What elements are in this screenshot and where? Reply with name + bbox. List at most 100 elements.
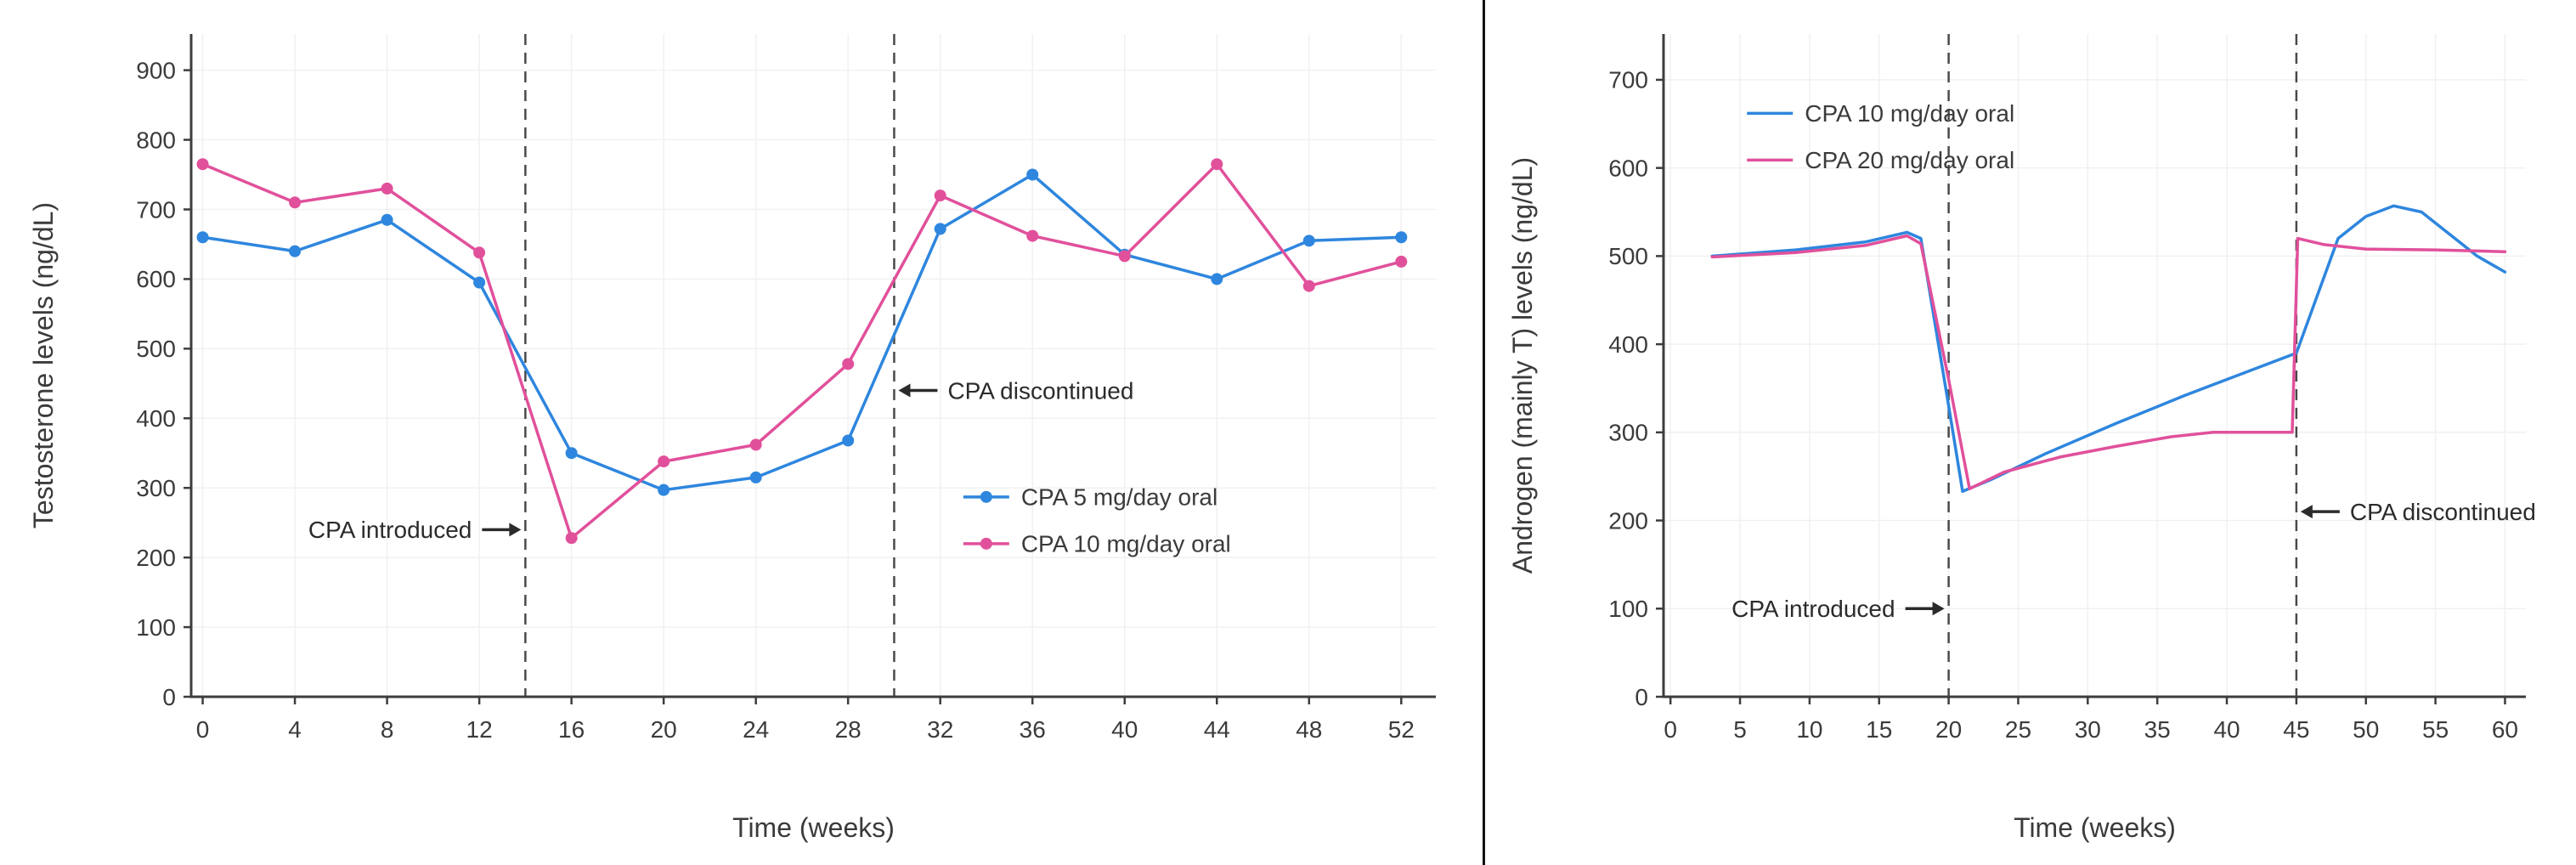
annotation-arrowhead <box>898 383 911 398</box>
series-line-1 <box>1710 234 2507 490</box>
x-tick-label: 32 <box>927 716 953 743</box>
series-line-0 <box>1710 204 2507 494</box>
y-tick-label: 200 <box>1608 507 1648 534</box>
annotation-arrowhead <box>1932 602 1945 616</box>
y-axis-title: Testosterone levels (ng/dL) <box>28 202 59 529</box>
y-tick-label: 400 <box>136 405 176 432</box>
data-point <box>1395 231 1408 244</box>
data-point <box>934 223 946 235</box>
x-tick-label: 5 <box>1733 716 1747 743</box>
data-point <box>749 438 762 451</box>
x-tick-label: 0 <box>196 716 210 743</box>
x-tick-label: 24 <box>743 716 769 743</box>
data-point <box>473 276 486 289</box>
y-tick-label: 300 <box>136 475 176 501</box>
y-tick-label: 100 <box>1608 596 1648 622</box>
x-tick-label: 30 <box>2075 716 2101 743</box>
data-point <box>381 182 393 195</box>
x-tick-label: 55 <box>2422 716 2449 743</box>
series-line-0 <box>201 172 1404 492</box>
data-point <box>473 246 486 259</box>
y-tick-label: 800 <box>136 127 176 153</box>
x-tick-label: 10 <box>1796 716 1822 743</box>
data-point <box>565 447 578 460</box>
y-tick-label: 100 <box>136 614 176 641</box>
data-point <box>196 231 209 244</box>
annotation-text: CPA discontinued <box>947 377 1133 404</box>
data-point <box>658 483 670 496</box>
data-point <box>196 158 209 171</box>
x-tick-label: 45 <box>2283 716 2309 743</box>
testosterone-chart: 0 4 8 12 16 20 24 28 32 36 40 44 48 52010020030040050… <box>28 34 1436 843</box>
x-tick-label: 15 <box>1866 716 1892 743</box>
y-tick-label: 0 <box>162 684 176 710</box>
y-tick-label: 0 <box>1635 684 1648 710</box>
legend-swatch-marker <box>980 490 992 503</box>
data-point <box>1118 250 1131 263</box>
data-point <box>1302 280 1315 292</box>
x-tick-label: 8 <box>381 716 394 743</box>
x-axis-title: Time (weeks) <box>2014 812 2176 843</box>
x-tick-label: 40 <box>1111 716 1138 743</box>
annotation-arrowhead <box>2300 505 2313 519</box>
legend-label: CPA 5 mg/day oral <box>1021 484 1217 511</box>
y-tick-label: 700 <box>136 196 176 223</box>
y-axis-title: Androgen (mainly T) levels (ng/dL) <box>1507 157 1538 574</box>
y-tick-label: 400 <box>1608 331 1648 358</box>
data-point <box>565 532 578 545</box>
data-point <box>1395 255 1408 268</box>
y-tick-label: 300 <box>1608 420 1648 446</box>
annotation-text: CPA introduced <box>308 517 472 543</box>
series-line-1 <box>201 162 1404 540</box>
x-tick-label: 4 <box>288 716 302 743</box>
legend-swatch-marker <box>980 537 992 550</box>
x-tick-label: 12 <box>466 716 493 743</box>
legend-label: CPA 10 mg/day oral <box>1805 100 2014 127</box>
y-tick-label: 500 <box>136 336 176 362</box>
x-tick-label: 36 <box>1020 716 1046 743</box>
y-tick-label: 700 <box>1608 67 1648 93</box>
x-tick-label: 0 <box>1664 716 1677 743</box>
x-tick-label: 16 <box>558 716 585 743</box>
data-point <box>1211 158 1223 171</box>
x-tick-label: 52 <box>1388 716 1415 743</box>
y-tick-label: 600 <box>136 266 176 292</box>
data-point <box>842 434 855 447</box>
data-point <box>842 358 855 370</box>
x-tick-label: 40 <box>2213 716 2240 743</box>
data-point <box>289 196 302 209</box>
x-tick-label: 50 <box>2353 716 2379 743</box>
annotation-arrowhead <box>509 523 522 537</box>
legend-label: CPA 20 mg/day oral <box>1805 147 2014 173</box>
panel-divider <box>1483 0 1485 865</box>
legend-label: CPA 10 mg/day oral <box>1021 531 1231 557</box>
x-tick-label: 25 <box>2005 716 2031 743</box>
x-axis-title: Time (weeks) <box>732 812 895 843</box>
x-tick-label: 48 <box>1296 716 1322 743</box>
data-point <box>749 471 762 483</box>
data-point <box>658 455 670 468</box>
x-tick-label: 44 <box>1204 716 1230 743</box>
annotation-text: CPA introduced <box>1731 596 1895 622</box>
x-tick-label: 35 <box>2144 716 2171 743</box>
testosterone-chart-panel: 0 4 8 12 16 20 24 28 32 36 40 44 48 52 0 100 200 300 400 50… <box>28 34 1436 843</box>
androgen-chart: 0 5 10 15 20 25 30 35 40 45 50 55 600100200300400500… <box>1507 34 2536 843</box>
y-tick-label: 600 <box>1608 155 1648 181</box>
data-point <box>1211 273 1223 286</box>
x-tick-label: 20 <box>651 716 677 743</box>
data-point <box>1302 235 1315 247</box>
annotation-text: CPA discontinued <box>2350 499 2536 525</box>
data-point <box>289 245 302 257</box>
data-point <box>934 189 946 202</box>
data-point <box>381 213 393 226</box>
data-point <box>1026 229 1039 242</box>
androgen-chart-panel: 0 5 10 15 20 25 30 35 40 45 50 55 60 0 100 200 300 400 500… <box>1485 0 2576 865</box>
data-point <box>1026 168 1039 181</box>
y-tick-label: 500 <box>1608 243 1648 269</box>
y-tick-label: 900 <box>136 57 176 83</box>
y-tick-label: 200 <box>136 545 176 571</box>
x-tick-label: 60 <box>2492 716 2518 743</box>
x-tick-label: 28 <box>835 716 861 743</box>
x-tick-label: 20 <box>1935 716 1962 743</box>
